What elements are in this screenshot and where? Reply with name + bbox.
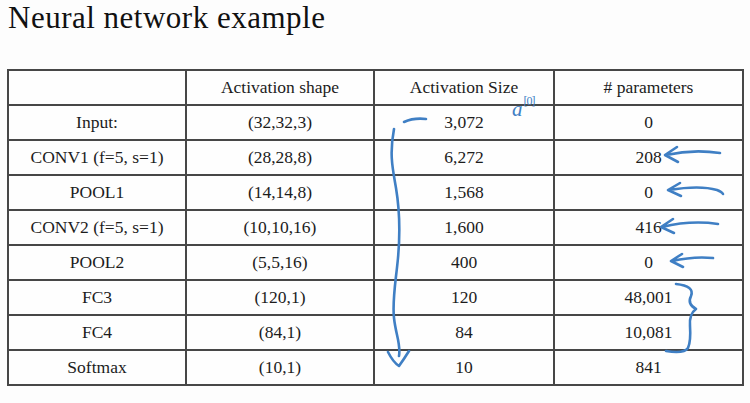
shape-cell: (10,1) xyxy=(186,350,374,385)
page-title: Neural network example xyxy=(8,0,325,36)
layer-cell: FC4 xyxy=(8,315,186,350)
layers-table: Activation shape Activation Size # param… xyxy=(7,69,744,386)
shape-cell: (10,10,16) xyxy=(186,210,374,245)
size-cell: 120 xyxy=(374,280,554,315)
layer-cell: CONV2 (f=5, s=1) xyxy=(8,210,186,245)
size-cell: 10 xyxy=(374,350,554,385)
size-cell: 1,600 xyxy=(374,210,554,245)
shape-cell: (5,5,16) xyxy=(186,245,374,280)
col-header-layer xyxy=(8,70,186,105)
layer-cell: Input: xyxy=(8,105,186,140)
table-row-input: Input: (32,32,3) 3,072 0 xyxy=(8,105,743,140)
size-cell: 84 xyxy=(374,315,554,350)
params-cell: 841 xyxy=(554,350,743,385)
table-row-pool1: POOL1 (14,14,8) 1,568 0 xyxy=(8,175,743,210)
table-row-conv2: CONV2 (f=5, s=1) (10,10,16) 1,600 416 xyxy=(8,210,743,245)
layer-cell: Softmax xyxy=(8,350,186,385)
params-cell: 416 xyxy=(554,210,743,245)
params-cell: 208 xyxy=(554,140,743,175)
header-row: Activation shape Activation Size # param… xyxy=(8,70,743,105)
size-cell: 1,568 xyxy=(374,175,554,210)
layer-cell: POOL1 xyxy=(8,175,186,210)
params-cell: 0 xyxy=(554,105,743,140)
size-cell: 3,072 xyxy=(374,105,554,140)
col-header-activation-shape: Activation shape xyxy=(186,70,374,105)
size-cell: 6,272 xyxy=(374,140,554,175)
table-row-fc3: FC3 (120,1) 120 48,001 xyxy=(8,280,743,315)
col-header-num-parameters: # parameters xyxy=(554,70,743,105)
table-row-softmax: Softmax (10,1) 10 841 xyxy=(8,350,743,385)
size-cell: 400 xyxy=(374,245,554,280)
params-cell: 0 xyxy=(554,245,743,280)
table-row-fc4: FC4 (84,1) 84 10,081 xyxy=(8,315,743,350)
shape-cell: (14,14,8) xyxy=(186,175,374,210)
shape-cell: (84,1) xyxy=(186,315,374,350)
table-row-conv1: CONV1 (f=5, s=1) (28,28,8) 6,272 208 xyxy=(8,140,743,175)
layer-cell: POOL2 xyxy=(8,245,186,280)
params-cell: 48,001 xyxy=(554,280,743,315)
shape-cell: (28,28,8) xyxy=(186,140,374,175)
slide: Neural network example Activation shape … xyxy=(0,0,750,403)
layer-cell: FC3 xyxy=(8,280,186,315)
table-row-pool2: POOL2 (5,5,16) 400 0 xyxy=(8,245,743,280)
shape-cell: (32,32,3) xyxy=(186,105,374,140)
params-cell: 10,081 xyxy=(554,315,743,350)
shape-cell: (120,1) xyxy=(186,280,374,315)
col-header-activation-size: Activation Size xyxy=(374,70,554,105)
layer-cell: CONV1 (f=5, s=1) xyxy=(8,140,186,175)
params-cell: 0 xyxy=(554,175,743,210)
